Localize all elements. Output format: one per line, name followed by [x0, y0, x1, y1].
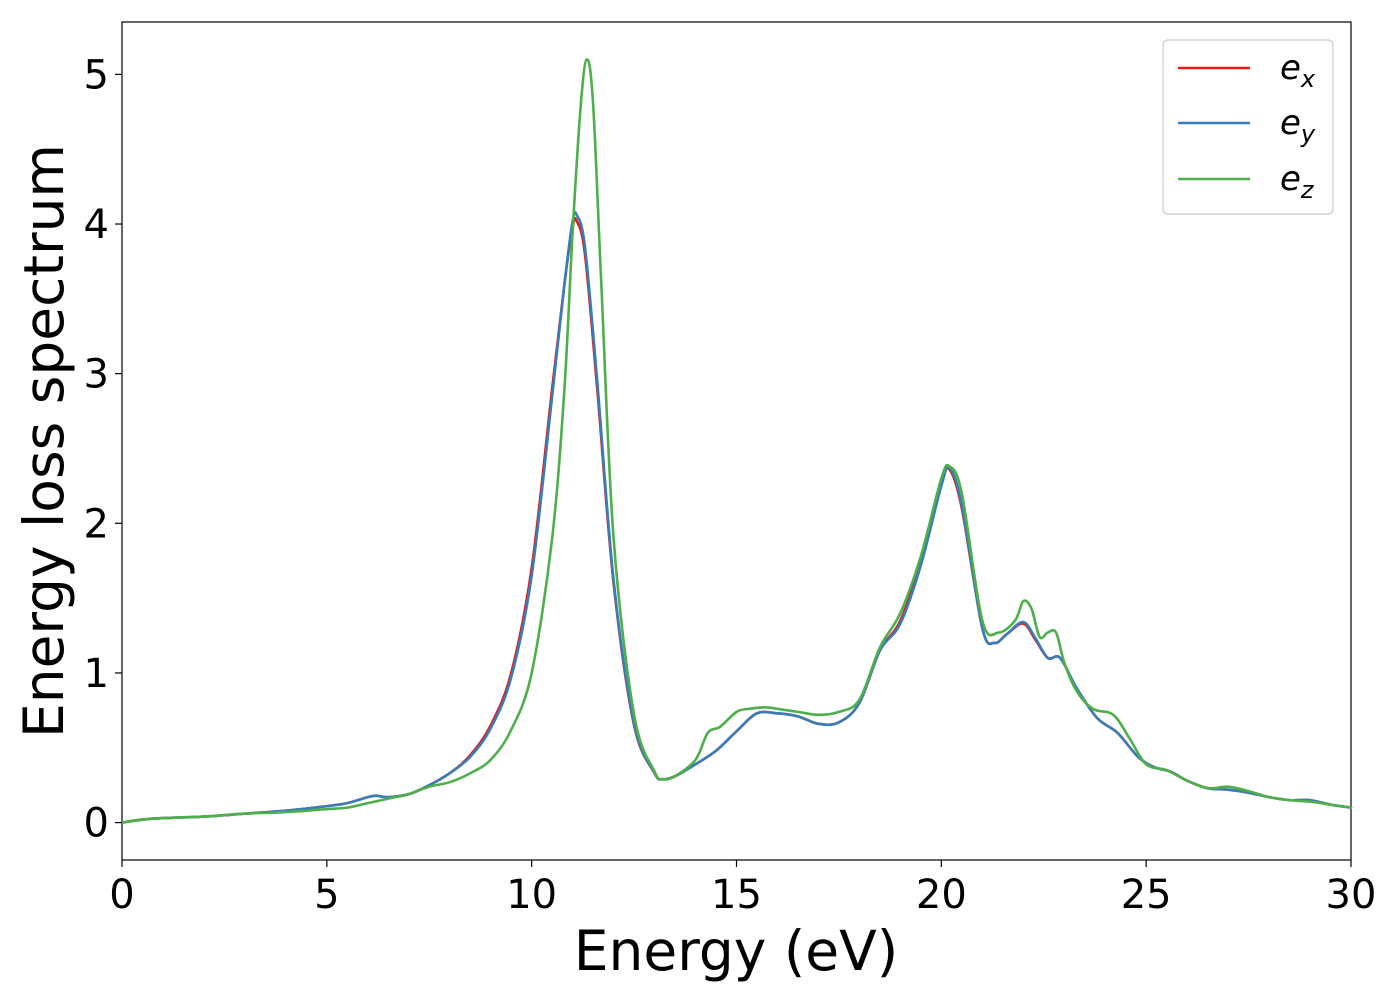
legend-label-e_z: ez — [1280, 159, 1315, 204]
y-tick-label: 3 — [84, 352, 109, 398]
x-tick-label: 25 — [1121, 872, 1172, 918]
x-tick-label: 0 — [109, 872, 134, 918]
legend-label-main: e — [1280, 159, 1301, 199]
legend-label-subscript: z — [1300, 176, 1315, 204]
ticks-layer: 0 5 10 15 20 25 30 0 1 2 3 4 5 — [84, 52, 1377, 918]
legend-label-main: e — [1280, 103, 1301, 143]
x-tick-label: 20 — [916, 872, 967, 918]
y-tick-label: 4 — [84, 202, 109, 248]
plot-area — [121, 21, 1352, 861]
x-tick-label: 10 — [506, 872, 557, 918]
x-tick-label: 5 — [314, 872, 339, 918]
y-tick-label: 1 — [84, 651, 109, 697]
y-axis-title: Energy loss spectrum — [12, 144, 76, 738]
x-tick-label: 15 — [711, 872, 762, 918]
legend-label-main: e — [1280, 48, 1301, 88]
legend-label-e_y: ey — [1280, 103, 1316, 148]
x-axis-title: Energy (eV) — [574, 919, 898, 983]
legend-frame — [1162, 39, 1334, 215]
y-tick-label: 2 — [84, 501, 109, 547]
legend-label-subscript: x — [1300, 65, 1316, 93]
series-layer — [120, 58, 1353, 824]
series-line-e_z — [120, 58, 1353, 824]
legend-label-e_x: ex — [1280, 48, 1316, 93]
legend-label-subscript: y — [1300, 120, 1316, 148]
y-tick-label: 5 — [84, 52, 109, 98]
x-tick-label: 30 — [1326, 872, 1377, 918]
y-tick-label: 0 — [84, 801, 109, 847]
